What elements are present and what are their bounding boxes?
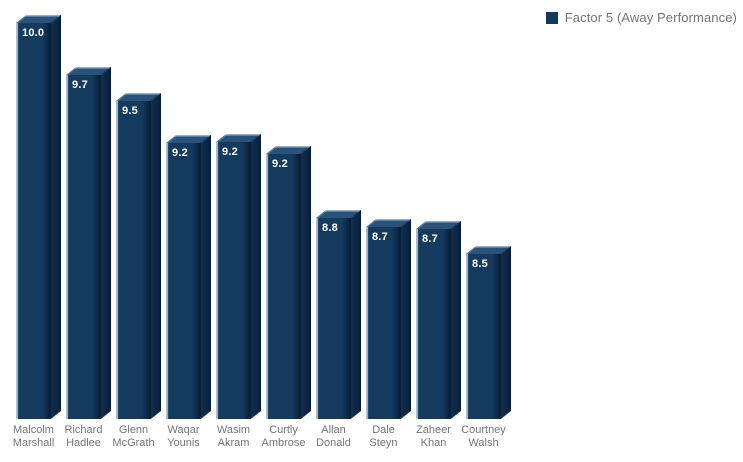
bar-front-face xyxy=(316,218,351,419)
bar-side-face xyxy=(151,92,161,420)
bar-front-face xyxy=(216,142,251,419)
bar-front-face xyxy=(116,101,151,419)
bar-value-label: 10.0 xyxy=(22,27,45,39)
category-label-waqar-younis: Waqar Younis xyxy=(167,424,200,449)
bar-side-face xyxy=(301,145,311,419)
bar-value-label: 8.7 xyxy=(422,233,438,245)
bar-value-label: 9.2 xyxy=(172,147,188,159)
bar-front-face xyxy=(266,154,301,419)
bar-side-face xyxy=(501,245,511,419)
bar-value-label: 8.5 xyxy=(472,258,488,270)
bar-waqar-younis[interactable]: 9.2 xyxy=(166,134,211,419)
bar-front-face xyxy=(466,254,501,419)
bar-value-label: 8.7 xyxy=(372,231,388,243)
bar-side-face xyxy=(401,218,411,419)
bar-side-face xyxy=(51,14,61,420)
legend-item[interactable]: Factor 5 (Away Performance) xyxy=(545,10,737,25)
category-label-dale-steyn: Dale Steyn xyxy=(369,424,398,449)
bar-side-face xyxy=(101,66,111,420)
bar-glenn-mcgrath[interactable]: 9.5 xyxy=(116,92,161,420)
bar-zaheer-khan[interactable]: 8.7 xyxy=(416,220,461,419)
category-label-malcolm-marshall: Malcolm Marshall xyxy=(12,424,55,449)
bar-value-label: 8.8 xyxy=(322,222,338,234)
bar-front-face xyxy=(366,227,401,419)
category-label-wasim-akram: Wasim Akram xyxy=(216,424,251,449)
bar-front-face xyxy=(16,23,51,419)
bar-curtly-ambrose[interactable]: 9.2 xyxy=(266,145,311,419)
category-label-courtney-walsh: Courtney Walsh xyxy=(461,424,506,449)
bar-front-face xyxy=(66,75,101,419)
category-label-curtly-ambrose: Curtly Ambrose xyxy=(261,424,306,449)
legend-label: Factor 5 (Away Performance) xyxy=(564,10,737,25)
bar-front-face xyxy=(166,143,201,419)
bar-malcolm-marshall[interactable]: 10.0 xyxy=(16,14,61,420)
bar-courtney-walsh[interactable]: 8.5 xyxy=(466,245,511,419)
legend-color-swatch-icon xyxy=(545,11,558,24)
bar-side-face xyxy=(351,209,361,419)
bar-richard-hadlee[interactable]: 9.7 xyxy=(66,66,111,420)
bar-value-label: 9.2 xyxy=(222,146,238,158)
category-label-zaheer-khan: Zaheer Khan xyxy=(416,424,451,449)
bar-dale-steyn[interactable]: 8.7 xyxy=(366,218,411,419)
bar-side-face xyxy=(201,134,211,419)
bar-value-label: 9.7 xyxy=(72,79,88,91)
bar-value-label: 9.5 xyxy=(122,105,138,117)
bar-allan-donald[interactable]: 8.8 xyxy=(316,209,361,419)
bar-side-face xyxy=(251,133,261,419)
bar-value-label: 9.2 xyxy=(272,158,288,170)
bar-side-face xyxy=(451,220,461,419)
category-label-richard-hadlee: Richard Hadlee xyxy=(64,424,103,449)
category-label-allan-donald: Allan Donald xyxy=(316,424,351,449)
bar-wasim-akram[interactable]: 9.2 xyxy=(216,133,261,419)
category-label-glenn-mcgrath: Glenn McGrath xyxy=(112,424,155,449)
bar-front-face xyxy=(416,229,451,419)
